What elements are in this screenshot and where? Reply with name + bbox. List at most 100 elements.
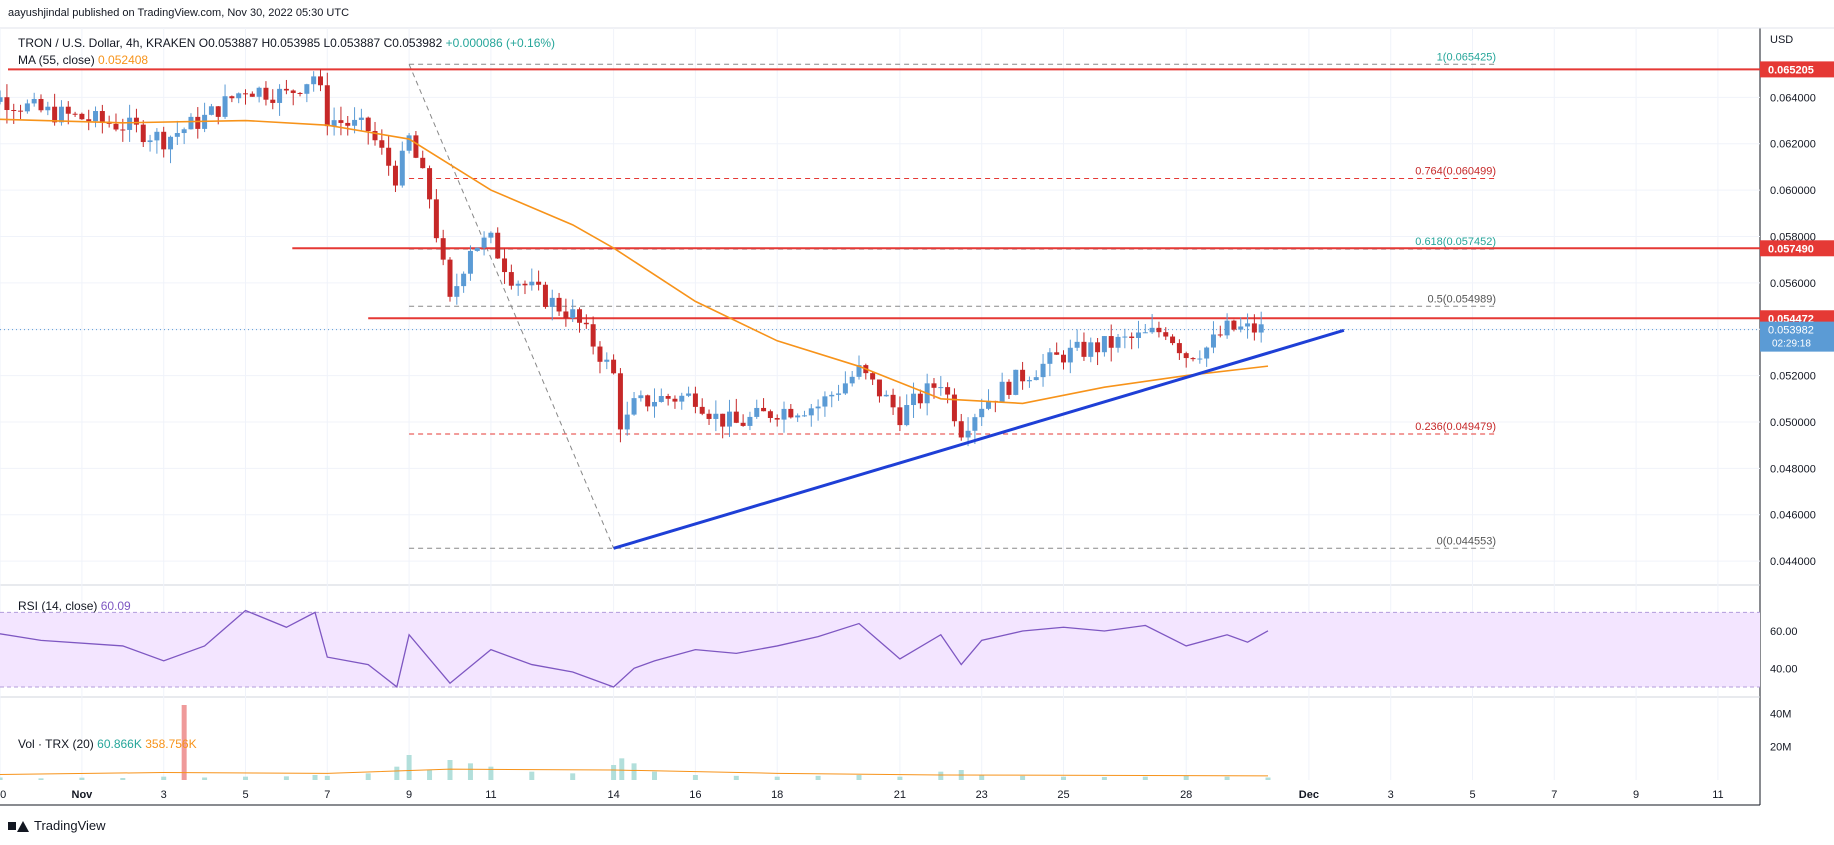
volume-bar <box>631 763 637 780</box>
bearish-candle <box>52 106 58 123</box>
bullish-candle <box>311 76 317 85</box>
volume-bar <box>529 771 535 780</box>
bearish-candle <box>379 140 385 148</box>
bullish-candle <box>911 393 917 406</box>
volume-bar <box>1183 775 1189 780</box>
volume-bar <box>1061 776 1066 780</box>
volume-value: 60.866K <box>97 737 142 751</box>
bearish-candle <box>672 398 678 402</box>
bearish-candle <box>229 96 235 99</box>
bullish-candle <box>188 116 194 130</box>
currency-label: USD <box>1770 34 1793 46</box>
bullish-candle <box>836 393 842 395</box>
bearish-candle <box>495 232 501 259</box>
volume-bar <box>938 771 944 780</box>
volume-bar <box>692 775 698 780</box>
time-tick-label: 9 <box>1633 789 1639 801</box>
bullish-candle <box>713 413 719 419</box>
bearish-candle <box>583 322 589 325</box>
bearish-candle <box>1156 327 1162 333</box>
bearish-candle <box>1006 381 1012 395</box>
bullish-candle <box>1204 347 1210 359</box>
bearish-candle <box>86 119 92 122</box>
bullish-candle <box>1047 352 1053 364</box>
bearish-candle <box>1176 343 1182 354</box>
bearish-candle <box>263 87 269 100</box>
bullish-candle <box>938 387 944 389</box>
volume-bar <box>856 775 862 780</box>
bullish-candle <box>999 381 1005 402</box>
bearish-candle <box>1095 342 1101 353</box>
volume-bar <box>161 776 167 780</box>
volume-bar <box>815 775 821 780</box>
volume-bar <box>1224 776 1230 780</box>
bullish-candle <box>986 400 992 409</box>
volume-bar <box>1265 777 1271 780</box>
bearish-candle <box>440 238 446 260</box>
bullish-candle <box>1245 323 1251 327</box>
rsi-label: RSI (14, close) <box>18 599 98 613</box>
time-tick-label: 14 <box>607 789 619 801</box>
bearish-candle <box>99 111 105 122</box>
price-tick-label: 0.060000 <box>1770 185 1816 197</box>
ma-legend: MA (55, close) 0.052408 <box>18 53 148 67</box>
bearish-candle <box>706 413 712 419</box>
bullish-candle <box>624 414 630 430</box>
bullish-candle <box>686 393 692 396</box>
bullish-candle <box>1101 336 1107 353</box>
bearish-candle <box>611 359 617 374</box>
volume-bar <box>181 705 187 780</box>
last-price-label: 0.053982 <box>1768 325 1814 337</box>
ohlc-values: O0.053887 H0.053985 L0.053887 C0.053982 <box>198 36 443 50</box>
bullish-candle <box>277 88 283 103</box>
bullish-candle <box>331 120 337 127</box>
bearish-candle <box>1081 341 1087 357</box>
bullish-candle <box>1026 380 1032 382</box>
bullish-candle <box>1135 332 1141 338</box>
bullish-candle <box>795 415 801 418</box>
bullish-candle <box>24 103 30 112</box>
time-tick-label: 30 <box>0 789 6 801</box>
bullish-candle <box>222 96 228 117</box>
bearish-candle <box>365 117 371 132</box>
bullish-candle <box>1088 342 1094 357</box>
bearish-candle <box>72 113 78 115</box>
bearish-candle <box>1217 334 1223 336</box>
tradingview-watermark: TradingView <box>8 818 106 833</box>
time-tick-label: 23 <box>976 789 988 801</box>
bearish-candle <box>556 297 562 312</box>
bearish-candle <box>4 97 10 111</box>
bearish-candle <box>1054 352 1060 355</box>
bearish-candle <box>522 283 528 286</box>
fib-level-label: 0.618(0.057452) <box>1415 236 1496 248</box>
time-tick-label: Dec <box>1299 789 1319 801</box>
bearish-candle <box>761 407 767 412</box>
bullish-candle <box>0 97 3 102</box>
bullish-candle <box>1122 336 1128 338</box>
bearish-candle <box>767 411 773 419</box>
bullish-candle <box>488 232 494 238</box>
resistance-price-tag <box>1760 240 1834 257</box>
volume-tick-label: 20M <box>1770 742 1791 754</box>
volume-bar <box>488 766 494 780</box>
bullish-candle <box>829 394 835 397</box>
time-tick-label: 7 <box>324 789 330 801</box>
bullish-candle <box>256 87 262 97</box>
rsi-band <box>0 612 1760 687</box>
resistance-price-label: 0.057490 <box>1768 243 1814 255</box>
bullish-candle <box>93 111 99 122</box>
price-tick-label: 0.056000 <box>1770 278 1816 290</box>
bullish-candle <box>1033 377 1039 381</box>
bearish-candle <box>420 157 426 169</box>
bullish-candle <box>1224 320 1230 336</box>
time-tick-label: 11 <box>1712 789 1723 801</box>
bullish-candle <box>972 417 978 431</box>
bullish-candle <box>652 401 657 407</box>
time-tick-label: 3 <box>161 789 167 801</box>
bullish-candle <box>31 98 37 104</box>
volume-bar <box>1020 775 1026 780</box>
support-trendline <box>613 328 1345 550</box>
time-tick-label: 16 <box>689 789 701 801</box>
bearish-candle <box>120 129 126 131</box>
